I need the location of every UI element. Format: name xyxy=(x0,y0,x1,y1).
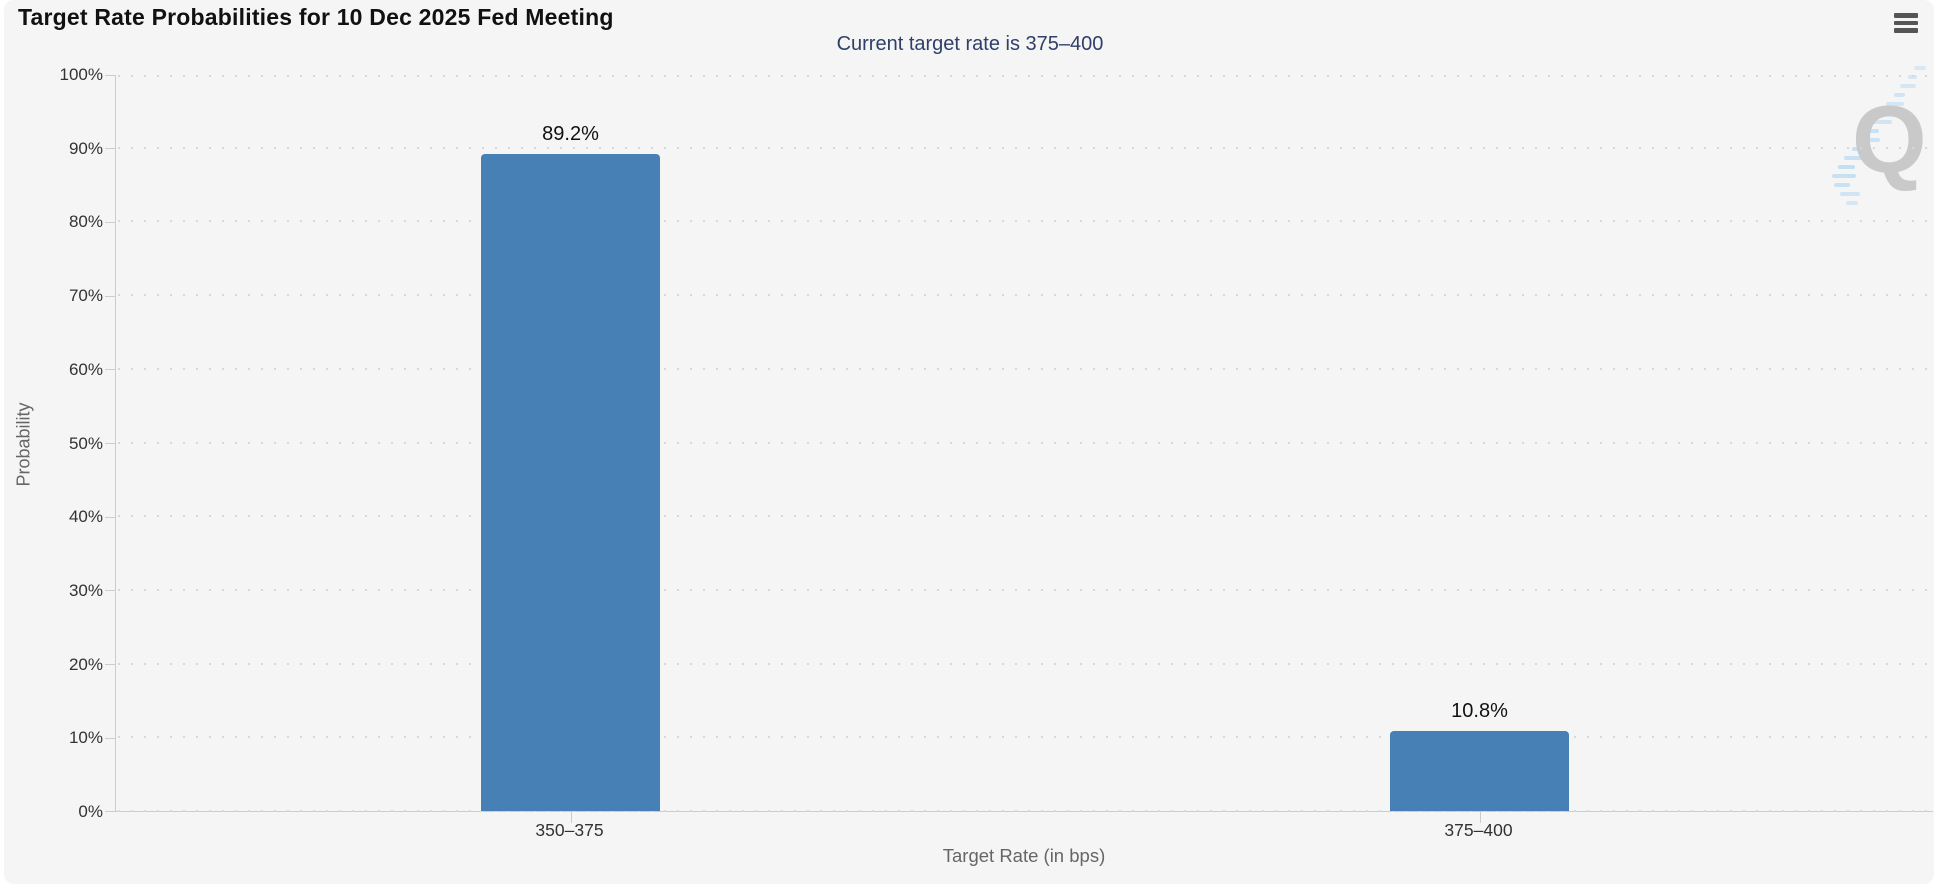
menu-bar xyxy=(1894,20,1918,26)
hamburger-menu-icon[interactable] xyxy=(1894,9,1926,37)
y-axis-tick xyxy=(105,590,115,592)
y-axis-labels: 0% 10% 20% 30% 40% 50% 60% 70% 80% 90% 100% xyxy=(0,65,103,821)
bar-data-label: 10.8% xyxy=(1451,700,1508,723)
y-gridline xyxy=(118,146,1933,149)
y-axis-title: Probability xyxy=(13,402,34,487)
y-gridline xyxy=(118,75,1933,77)
y-axis-tick-label: 20% xyxy=(68,654,103,674)
y-axis-tick xyxy=(105,516,115,518)
x-axis-tick-label: 350–375 xyxy=(535,820,604,840)
y-gridline xyxy=(118,588,1933,591)
y-axis-tick xyxy=(105,221,115,223)
y-gridline xyxy=(118,736,1933,739)
y-axis-tick-label: 0% xyxy=(78,802,103,821)
y-axis-tick-label: 90% xyxy=(68,138,103,158)
x-axis-tick xyxy=(1479,812,1481,823)
x-axis-tick xyxy=(570,812,572,823)
y-gridline xyxy=(118,441,1933,444)
y-axis-tick-label: 100% xyxy=(59,65,103,84)
x-axis-labels: 350–375 375–400 xyxy=(115,820,1933,844)
menu-bar xyxy=(1894,28,1918,33)
y-axis-tick xyxy=(105,295,115,297)
y-axis-tick xyxy=(105,443,115,444)
y-axis-tick-label: 30% xyxy=(68,580,103,600)
y-axis-tick-label: 10% xyxy=(68,728,103,748)
y-gridline xyxy=(118,810,1933,812)
chart-title: Target Rate Probabilities for 10 Dec 202… xyxy=(18,4,614,30)
y-axis-tick xyxy=(105,664,115,666)
y-gridline xyxy=(118,294,1933,297)
y-axis-tick-label: 80% xyxy=(68,212,103,232)
y-axis-tick-label: 40% xyxy=(68,507,103,527)
x-axis-title: Target Rate (in bps) xyxy=(942,845,1106,866)
probability-bar[interactable] xyxy=(1390,731,1569,811)
y-gridline xyxy=(118,662,1933,665)
bar-data-label: 89.2% xyxy=(542,122,599,145)
y-axis-tick xyxy=(105,75,115,76)
y-axis-tick xyxy=(105,811,115,812)
y-gridline xyxy=(118,515,1933,518)
probability-bar[interactable] xyxy=(481,153,660,811)
y-axis-tick-label: 50% xyxy=(68,433,103,453)
y-gridline xyxy=(118,367,1933,370)
plot-area: 89.2% 10.8% xyxy=(105,75,1933,823)
y-axis-tick xyxy=(105,148,115,150)
y-gridline xyxy=(118,220,1933,223)
y-axis-tick-label: 70% xyxy=(68,286,103,306)
chart-subtitle: Current target rate is 375–400 xyxy=(836,33,1104,55)
y-axis-tick xyxy=(105,369,115,371)
x-axis-tick-label: 375–400 xyxy=(1444,820,1513,840)
menu-bar xyxy=(1894,13,1918,18)
y-axis-tick xyxy=(105,737,115,739)
y-axis-tick-label: 60% xyxy=(68,359,103,379)
